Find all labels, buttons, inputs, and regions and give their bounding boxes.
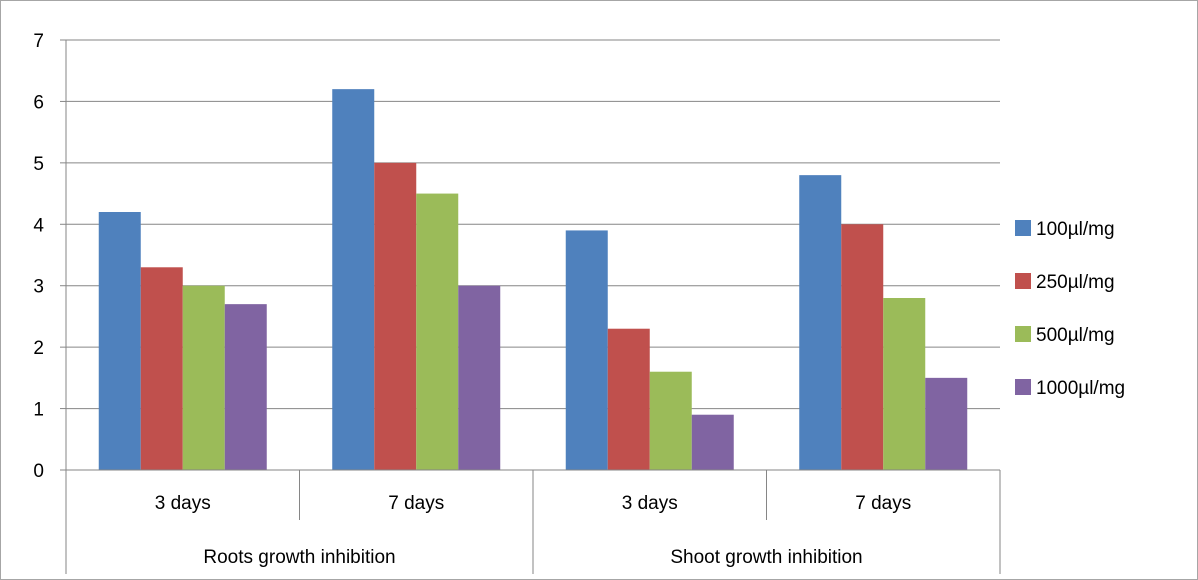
legend-swatch — [1015, 326, 1031, 342]
legend-label: 250µl/mg — [1036, 272, 1115, 293]
bar — [458, 285, 501, 470]
axes — [60, 39, 1001, 574]
bar — [332, 89, 375, 471]
bar — [374, 162, 417, 470]
bar — [607, 328, 650, 470]
bar — [182, 285, 225, 470]
legend: 100µl/mg 250µl/mg 500µl/mg 1000µl/mg — [1015, 219, 1125, 399]
bar — [565, 230, 608, 470]
bar — [799, 175, 842, 470]
group-label: Roots growth inhibition — [203, 547, 395, 568]
bar — [691, 414, 734, 470]
legend-swatch — [1015, 220, 1031, 236]
legend-label: 1000µl/mg — [1036, 378, 1125, 399]
y-tick-label: 3 — [33, 277, 44, 298]
bar — [224, 304, 267, 470]
y-tick-label: 4 — [33, 215, 44, 236]
y-tick-label: 0 — [33, 461, 44, 482]
bar — [649, 371, 692, 470]
category-label: 7 days — [855, 493, 911, 514]
bar — [98, 212, 141, 470]
bar — [140, 267, 183, 470]
y-tick-label: 1 — [33, 400, 44, 421]
bar — [925, 377, 968, 470]
category-label: 7 days — [388, 493, 444, 514]
legend-label: 500µl/mg — [1036, 325, 1115, 346]
legend-swatch — [1015, 273, 1031, 289]
x-axis-labels: 3 days 7 days 3 days 7 days Roots growth inh… — [155, 493, 911, 568]
bar — [841, 224, 884, 470]
y-tick-label: 7 — [33, 31, 44, 52]
bars — [98, 89, 968, 471]
bar — [883, 298, 926, 470]
category-label: 3 days — [622, 493, 678, 514]
bar — [416, 193, 459, 471]
y-axis-ticks: 0 1 2 3 4 5 6 7 — [33, 31, 44, 482]
y-tick-label: 6 — [33, 92, 44, 113]
category-label: 3 days — [155, 493, 211, 514]
y-tick-label: 5 — [33, 154, 44, 175]
group-label: Shoot growth inhibition — [670, 547, 862, 568]
legend-swatch — [1015, 379, 1031, 395]
legend-label: 100µl/mg — [1036, 219, 1115, 240]
y-tick-label: 2 — [33, 338, 44, 359]
